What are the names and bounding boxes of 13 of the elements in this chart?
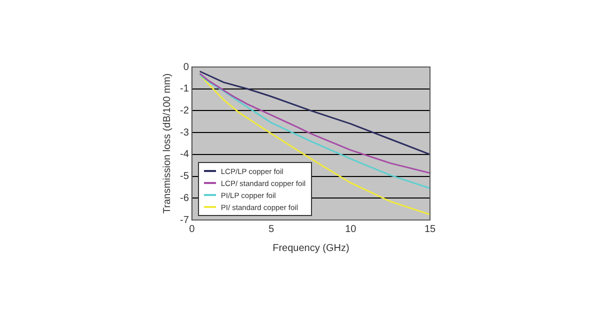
y-tick-label: -3 <box>180 127 190 138</box>
x-axis-title: Frequency (GHz) <box>272 242 350 254</box>
x-tick-label: 5 <box>268 224 274 235</box>
y-tick-label: -5 <box>180 171 190 182</box>
x-tick-label: 15 <box>424 224 436 235</box>
x-tick-label: 10 <box>345 224 357 235</box>
y-tick-label: -4 <box>180 149 190 160</box>
y-tick-label: -2 <box>180 105 190 116</box>
y-tick-label: -6 <box>180 192 190 204</box>
y-tick-label: -1 <box>180 84 190 95</box>
y-tick-label: 0 <box>183 62 190 73</box>
y-axis-title: Transmission loss (dB/100 mm) <box>162 73 173 214</box>
y-tick-label: -7 <box>180 214 190 226</box>
